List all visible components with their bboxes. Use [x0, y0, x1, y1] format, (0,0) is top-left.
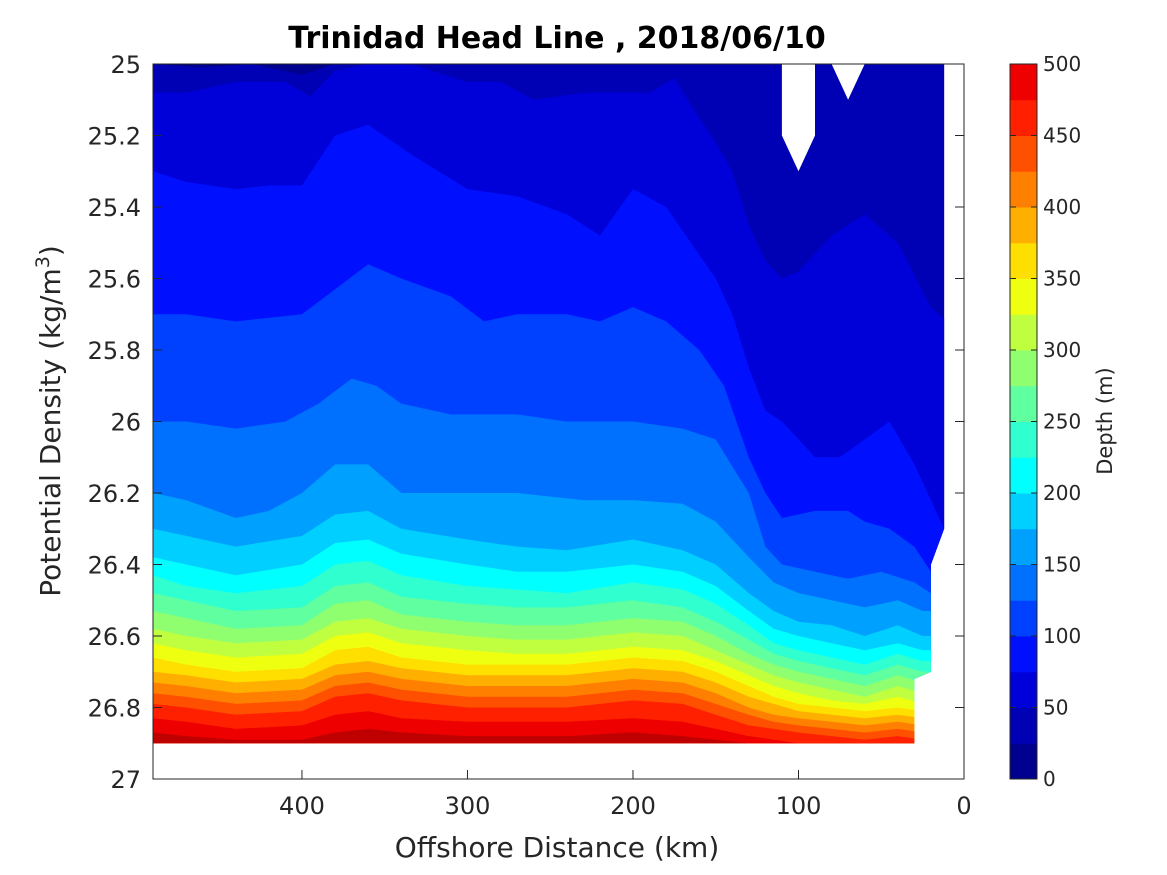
y-axis-label-main: Potential Density (kg/m	[34, 268, 67, 597]
colorbar-tick-label: 100	[1043, 624, 1081, 648]
x-axis-label: Offshore Distance (km)	[395, 831, 720, 864]
y-tick-label: 26.2	[88, 480, 141, 508]
colorbar-tick-label: 350	[1043, 267, 1081, 291]
colorbar-tick-label: 250	[1043, 410, 1081, 434]
y-tick-label: 25.8	[88, 337, 141, 365]
x-tick-label: 0	[956, 792, 971, 820]
colorbar-tick-label: 0	[1043, 767, 1056, 791]
y-tick-label: 25.4	[88, 194, 141, 222]
colorbar-tick-label: 50	[1043, 696, 1068, 720]
colorbar-swatch	[1010, 99, 1037, 136]
colorbar-label: Depth (m)	[1093, 367, 1117, 474]
colorbar-tick-label: 300	[1043, 338, 1081, 362]
blank-regions	[781, 64, 865, 172]
colorbar-tick-label: 450	[1043, 124, 1081, 148]
y-tick-label: 26	[110, 409, 141, 437]
y-tick-label: 25	[110, 51, 141, 79]
blank-region-gap-100km	[781, 64, 815, 172]
blank-region-gap-70km	[831, 64, 865, 100]
colorbar-swatch	[1010, 671, 1037, 708]
x-axis: 400 300 200 100 0	[279, 770, 972, 820]
colorbar-swatch	[1010, 135, 1037, 172]
colorbar-swatch	[1010, 493, 1037, 530]
colorbar-swatch	[1010, 743, 1037, 780]
y-axis-label-close: )	[34, 245, 67, 256]
y-tick-label: 26.4	[88, 552, 141, 580]
colorbar-swatch	[1010, 171, 1037, 208]
y-tick-label: 27	[110, 766, 141, 794]
colorbar-swatch	[1010, 600, 1037, 637]
x-tick-label: 400	[279, 792, 325, 820]
colorbar-swatch	[1010, 278, 1037, 315]
colorbar-swatch	[1010, 242, 1037, 279]
colorbar-swatch	[1010, 707, 1037, 744]
colorbar-swatch	[1010, 636, 1037, 673]
chart-title: Trinidad Head Line , 2018/06/10	[288, 21, 825, 56]
colorbar-swatch	[1010, 421, 1037, 458]
colorbar-swatch	[1010, 64, 1037, 101]
colorbar-tick-label: 150	[1043, 553, 1081, 577]
x-tick-label: 300	[445, 792, 491, 820]
x-tick-label: 200	[610, 792, 656, 820]
y-tick-label: 25.6	[88, 266, 141, 294]
colorbar-swatch	[1010, 207, 1037, 244]
colorbar-swatch	[1010, 457, 1037, 494]
y-tick-label: 25.2	[88, 123, 141, 151]
y-axis-label-superscript: 3	[32, 256, 54, 268]
colorbar: 0 50 100 150 200 250 300 350 400 450 500	[1009, 52, 1081, 791]
y-tick-label: 26.8	[88, 695, 141, 723]
x-tick-label: 100	[776, 792, 822, 820]
colorbar-tick-label: 200	[1043, 481, 1081, 505]
contour-bands	[153, 64, 945, 744]
colorbar-swatch	[1010, 564, 1037, 601]
colorbar-tick-label: 400	[1043, 195, 1081, 219]
y-tick-label: 26.6	[88, 623, 141, 651]
colorbar-swatch	[1010, 528, 1037, 565]
colorbar-tick-label: 500	[1043, 52, 1081, 76]
y-axis: 25 25.2 25.4 25.6 25.8 26 26.2 26.4 26.6 26.8 27	[88, 51, 964, 794]
colorbar-swatch	[1010, 350, 1037, 387]
y-axis-label: Potential Density (kg/m3)	[32, 245, 67, 597]
colorbar-swatch	[1010, 385, 1037, 422]
colorbar-swatch	[1010, 314, 1037, 351]
